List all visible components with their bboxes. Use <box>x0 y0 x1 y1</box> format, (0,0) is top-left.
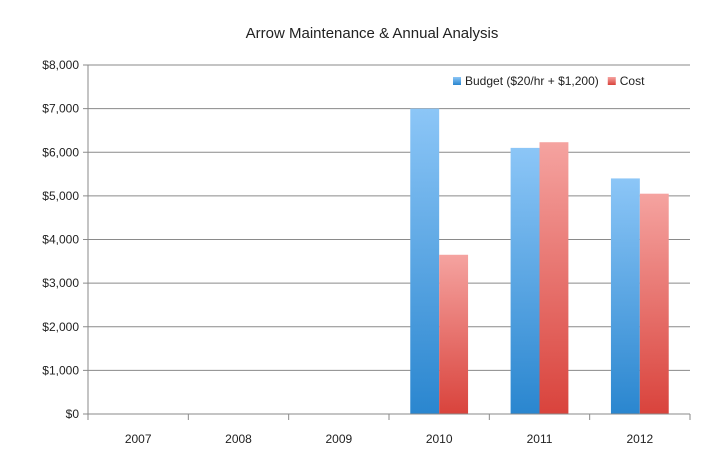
bar-cost <box>539 142 569 414</box>
y-tick-label: $8,000 <box>42 58 79 72</box>
legend-label: Cost <box>620 74 645 88</box>
x-tick-label: 2010 <box>426 432 453 446</box>
y-tick-label: $4,000 <box>42 233 79 247</box>
bar-budget <box>510 147 540 414</box>
x-tick-label: 2007 <box>125 432 152 446</box>
x-tick-label: 2011 <box>527 432 553 446</box>
bars <box>410 108 669 414</box>
bar-cost <box>439 254 469 414</box>
chart-title: Arrow Maintenance & Annual Analysis <box>246 25 499 42</box>
y-tick-label: $1,000 <box>42 363 79 377</box>
y-tick-label: $3,000 <box>42 276 79 290</box>
x-tick-label: 2012 <box>626 432 653 446</box>
bar-budget <box>610 178 640 414</box>
legend: Budget ($20/hr + $1,200) Cost <box>453 74 645 88</box>
x-tick-label: 2008 <box>225 432 252 446</box>
legend-swatch <box>453 77 461 85</box>
y-tick-label: $0 <box>66 407 80 421</box>
bar-cost <box>639 193 669 414</box>
bar-budget <box>410 108 440 414</box>
x-tick-label: 2009 <box>325 432 352 446</box>
y-tick-label: $7,000 <box>42 102 79 116</box>
x-axis: 2007 2008 2009 2010 2011 2012 <box>87 413 691 446</box>
y-tick-label: $5,000 <box>42 189 79 203</box>
y-axis: $0 $1,000 $2,000 $3,000 $4,000 $5,000 $6,000 $7… <box>42 58 89 421</box>
gridlines <box>88 64 690 371</box>
y-tick-label: $6,000 <box>42 145 79 159</box>
legend-swatch <box>607 77 616 85</box>
legend-label: Budget ($20/hr + $1,200) <box>465 74 599 88</box>
y-tick-label: $2,000 <box>42 320 79 334</box>
